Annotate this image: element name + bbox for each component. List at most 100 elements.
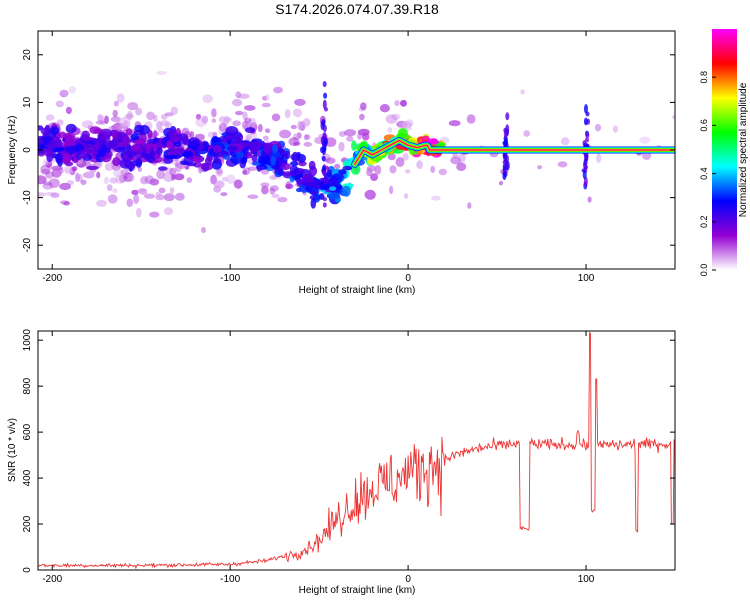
spectrogram-blob: [322, 197, 327, 202]
spectrogram-blob: [40, 168, 51, 175]
spectrogram-blob: [216, 168, 223, 175]
spectrogram-blob: [127, 102, 139, 111]
spectrogram-blob: [370, 173, 379, 182]
spectrogram-blob: [251, 154, 258, 162]
colorbar-tick-label: 0.4: [699, 167, 709, 180]
x-tick-label: -100: [220, 273, 240, 284]
spectrogram-blob: [402, 121, 413, 129]
spectrogram-blob: [166, 140, 173, 149]
spectrogram-blob: [583, 176, 588, 187]
spectrogram-blob: [200, 162, 214, 171]
spectrogram-blob: [156, 147, 163, 155]
spectrogram-blob: [84, 143, 95, 154]
spectrogram-blob: [192, 155, 202, 163]
spectrogram-blob: [583, 158, 588, 166]
spectrogram-blob: [280, 162, 292, 171]
spectrogram-blob: [38, 192, 46, 197]
spectrogram-blob: [329, 186, 337, 192]
spectrogram-blob: [261, 185, 269, 195]
spectrogram-blob: [523, 130, 531, 137]
spectrogram-blob: [38, 149, 46, 154]
spectrogram-blob: [56, 119, 64, 126]
spectrogram-blob: [103, 176, 109, 185]
spectrogram-blob: [389, 165, 397, 174]
spectrogram-blob: [201, 227, 206, 234]
spectrogram-blob: [181, 150, 194, 158]
spectrogram-blob: [310, 198, 317, 209]
colorbar-ticks: 0.0 0.2 0.4 0.6 0.8: [699, 71, 716, 276]
spectrogram-blob: [125, 128, 133, 136]
spectrogram-blob: [290, 124, 297, 130]
spectrogram-ridge-band: [354, 139, 675, 165]
y-tick-label: 0: [22, 567, 33, 573]
spectrogram-blob: [303, 141, 312, 147]
spectrogram-blob: [138, 188, 148, 195]
spectrogram-blob: [587, 196, 592, 203]
x-tick-label: 100: [578, 574, 595, 585]
spectrogram-blob: [201, 115, 209, 124]
spectrogram-blob: [163, 207, 174, 216]
spectrogram-blob: [364, 189, 376, 200]
spectrogram-blob: [146, 111, 155, 121]
spectrogram-blob: [96, 171, 101, 179]
spectrogram-blob: [395, 157, 405, 167]
y-tick-label: -10: [22, 190, 33, 205]
spectrogram-blob: [244, 105, 256, 111]
snr-frame: [37, 330, 676, 571]
spectrogram-blob: [272, 144, 279, 154]
spectrogram-blob: [357, 132, 362, 140]
figure-title: S174.2026.074.07.39.R18: [275, 1, 439, 17]
spectrogram-blob: [226, 134, 232, 140]
spectrogram-blob: [104, 162, 114, 171]
spectrogram-blob: [244, 117, 252, 124]
spectrogram-blob: [211, 108, 217, 118]
spectrogram-blob: [230, 135, 241, 144]
spectrogram-blob: [242, 170, 248, 175]
spectrogram-blob: [104, 115, 109, 124]
spectrogram-blob: [583, 117, 588, 126]
spectrogram-blob: [211, 159, 222, 170]
spectrogram-blob: [133, 140, 146, 145]
spectrogram-blob: [40, 127, 50, 135]
spectrogram-blob: [174, 165, 179, 174]
spectrogram-blob: [285, 183, 294, 190]
spectrogram-x-label: Height of straight line (km): [299, 285, 416, 296]
spectrogram-blob: [430, 165, 436, 174]
spectrogram-blob: [107, 194, 118, 204]
spectrogram-blob: [42, 182, 54, 190]
spectrogram-blob: [119, 158, 132, 169]
spectrogram-blob: [405, 169, 411, 174]
spectrogram-blob: [98, 146, 107, 158]
y-tick-label: 20: [22, 49, 33, 61]
spectrogram-blob: [213, 180, 225, 189]
spectrogram-blob: [106, 184, 113, 192]
spectrogram-blob: [325, 157, 336, 164]
spectrogram-blob: [113, 100, 119, 107]
spectrogram-blob: [195, 117, 207, 128]
spectrogram-blob: [137, 188, 146, 193]
spectrogram-blob: [42, 137, 48, 147]
y-tick-label: 600: [22, 423, 33, 440]
spectrogram-blob: [235, 91, 242, 99]
spectrogram-blob: [320, 180, 325, 190]
spectrogram-blob: [121, 122, 128, 130]
x-tick-label: 0: [405, 574, 411, 585]
spectrogram-ridge: [351, 137, 675, 168]
spectrogram-blob: [61, 152, 72, 164]
x-tick-label: 100: [578, 273, 595, 284]
spectrogram-blob: [202, 140, 209, 147]
spectrogram-blob: [596, 153, 602, 163]
spectrogram-blob: [403, 193, 409, 199]
spectrogram-blob: [107, 140, 118, 148]
spectrogram-blob: [271, 113, 281, 122]
y-tick-label: 0: [22, 147, 33, 153]
spectrogram-blob: [81, 130, 90, 141]
spectrogram-blob: [247, 194, 259, 199]
spectrogram-blob: [96, 199, 107, 207]
spectrogram-blob: [231, 98, 243, 107]
spectrogram-blob: [116, 146, 126, 151]
spectrogram-blob: [50, 192, 60, 198]
spectrogram-blob: [503, 129, 508, 139]
spectrogram-blob: [323, 92, 328, 99]
spectrogram-blob: [557, 161, 568, 168]
